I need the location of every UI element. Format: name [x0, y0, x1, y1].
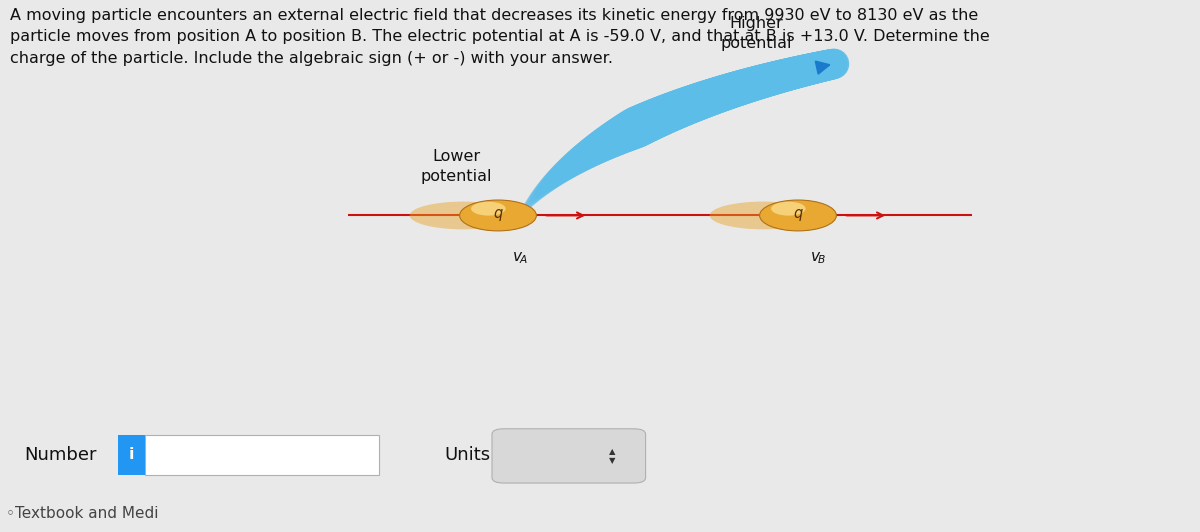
Ellipse shape — [709, 202, 817, 229]
Text: Units: Units — [444, 446, 490, 464]
Text: $v_{\!A}$: $v_{\!A}$ — [512, 250, 528, 266]
Ellipse shape — [772, 202, 805, 215]
Text: i: i — [128, 447, 134, 462]
Ellipse shape — [472, 202, 505, 215]
Text: $q$: $q$ — [493, 207, 503, 223]
Text: particle moves from position A to position B. The electric potential at A is -59: particle moves from position A to positi… — [10, 29, 989, 44]
FancyBboxPatch shape — [492, 429, 646, 483]
Text: Number: Number — [24, 446, 96, 464]
Text: A moving particle encounters an external electric field that decreases its kinet: A moving particle encounters an external… — [10, 8, 978, 23]
Text: ◦Textbook and Medi: ◦Textbook and Medi — [6, 506, 158, 521]
Text: Higher
potential: Higher potential — [720, 16, 792, 52]
Ellipse shape — [760, 200, 836, 231]
Ellipse shape — [409, 202, 517, 229]
FancyBboxPatch shape — [118, 435, 145, 475]
Text: Lower
potential: Lower potential — [420, 149, 492, 185]
Text: $q$: $q$ — [793, 207, 803, 223]
Text: charge of the particle. Include the algebraic sign (+ or -) with your answer.: charge of the particle. Include the alge… — [10, 51, 613, 65]
FancyBboxPatch shape — [145, 435, 379, 475]
Ellipse shape — [460, 200, 536, 231]
Text: $v_{\!B}$: $v_{\!B}$ — [810, 250, 826, 266]
Text: ▲
▼: ▲ ▼ — [608, 447, 616, 464]
